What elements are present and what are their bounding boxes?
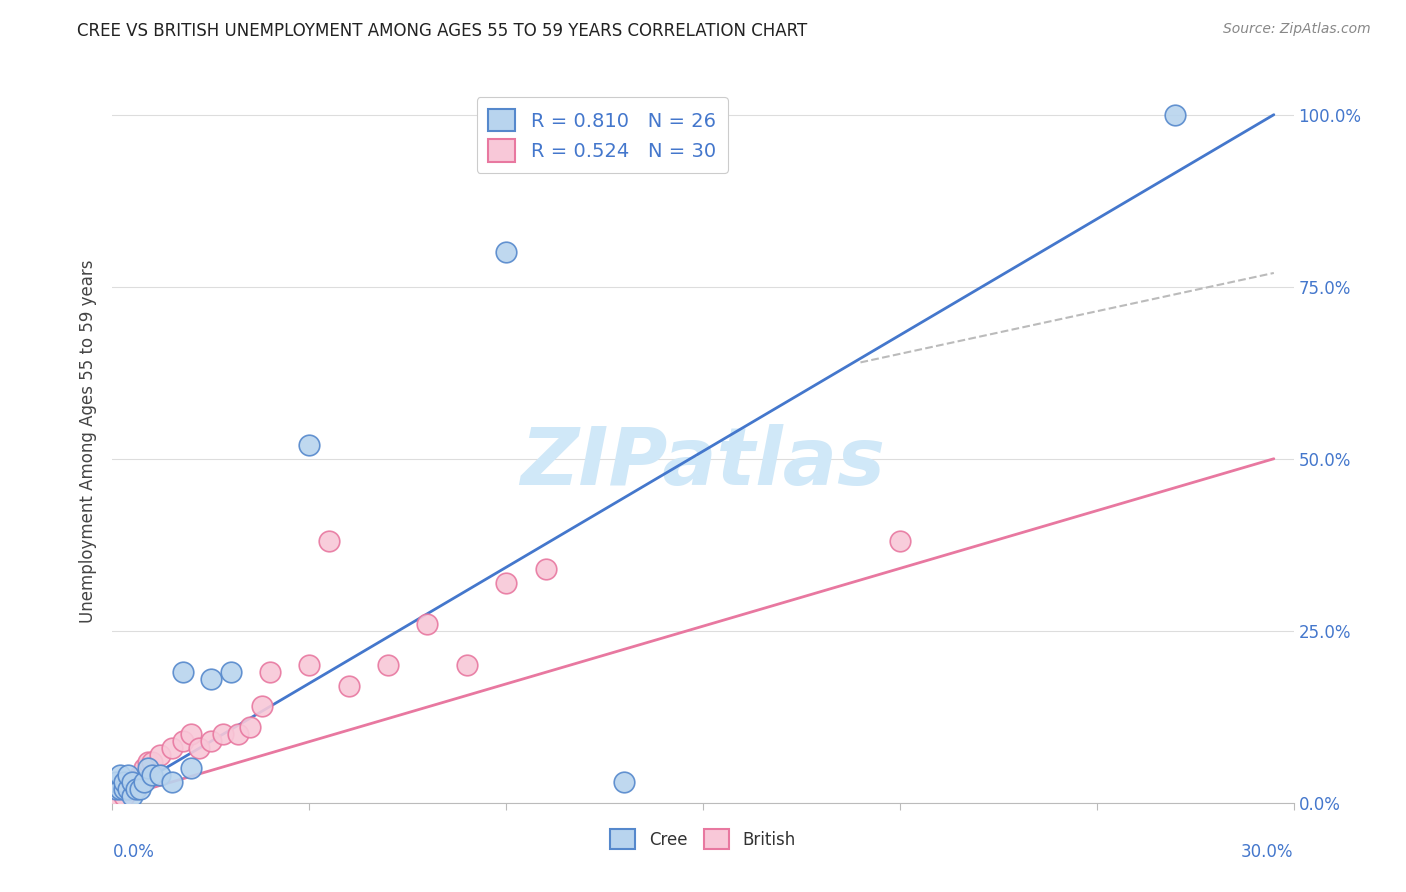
Point <box>132 761 155 775</box>
Point <box>456 658 478 673</box>
Point <box>259 665 281 679</box>
Point <box>125 782 148 797</box>
Point <box>121 775 143 789</box>
Text: CREE VS BRITISH UNEMPLOYMENT AMONG AGES 55 TO 59 YEARS CORRELATION CHART: CREE VS BRITISH UNEMPLOYMENT AMONG AGES … <box>77 22 807 40</box>
Point <box>337 679 360 693</box>
Point <box>121 789 143 803</box>
Point <box>121 775 143 789</box>
Point <box>239 720 262 734</box>
Point <box>110 782 132 797</box>
Point <box>117 768 139 782</box>
Point <box>180 727 202 741</box>
Point <box>534 562 557 576</box>
Point <box>172 734 194 748</box>
Point <box>180 761 202 775</box>
Point <box>250 699 273 714</box>
Point <box>117 782 139 797</box>
Text: ZIPatlas: ZIPatlas <box>520 425 886 502</box>
Point <box>105 789 128 803</box>
Point <box>298 438 321 452</box>
Point <box>129 768 152 782</box>
Point <box>129 782 152 797</box>
Point <box>110 782 132 797</box>
Point <box>117 782 139 797</box>
Point <box>889 534 911 549</box>
Point <box>160 775 183 789</box>
Text: Source: ZipAtlas.com: Source: ZipAtlas.com <box>1223 22 1371 37</box>
Point <box>200 672 222 686</box>
Point <box>1164 108 1187 122</box>
Y-axis label: Unemployment Among Ages 55 to 59 years: Unemployment Among Ages 55 to 59 years <box>79 260 97 624</box>
Point <box>105 775 128 789</box>
Point <box>377 658 399 673</box>
Point <box>136 761 159 775</box>
Point <box>110 768 132 782</box>
Legend: Cree, British: Cree, British <box>603 822 803 856</box>
Point <box>141 768 163 782</box>
Point <box>416 616 439 631</box>
Point <box>149 768 172 782</box>
Point <box>112 789 135 803</box>
Point <box>172 665 194 679</box>
Point <box>105 782 128 797</box>
Text: 0.0%: 0.0% <box>112 843 155 861</box>
Point <box>219 665 242 679</box>
Point <box>613 775 636 789</box>
Point <box>160 740 183 755</box>
Point <box>132 775 155 789</box>
Point <box>136 755 159 769</box>
Text: 30.0%: 30.0% <box>1241 843 1294 861</box>
Point <box>211 727 233 741</box>
Point <box>188 740 211 755</box>
Point <box>495 245 517 260</box>
Point <box>112 775 135 789</box>
Point <box>318 534 340 549</box>
Point <box>200 734 222 748</box>
Point <box>141 755 163 769</box>
Point <box>125 782 148 797</box>
Point <box>228 727 250 741</box>
Point <box>495 575 517 590</box>
Point <box>149 747 172 762</box>
Point <box>298 658 321 673</box>
Point <box>112 782 135 797</box>
